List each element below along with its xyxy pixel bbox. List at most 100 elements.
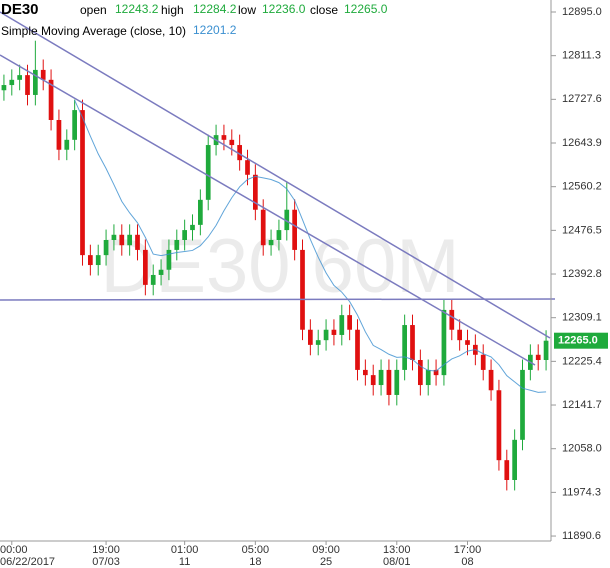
- candle-body: [111, 234, 117, 240]
- x-date-label: 06/22/2017: [0, 556, 55, 568]
- header: DE30 open 12243.2 high 12284.2 low 12236.0 clos…: [1, 1, 388, 38]
- y-tick-label: 12560.2: [562, 181, 602, 193]
- x-tick-label: 17:00: [454, 544, 482, 556]
- candle-body: [402, 325, 407, 370]
- candle-body: [9, 79, 15, 86]
- y-tick-label: 12225.4: [562, 355, 602, 367]
- quote-value: 12284.2: [193, 2, 237, 16]
- candle-body: [103, 240, 109, 256]
- trend-line: [0, 54, 536, 366]
- x-date-label: 18: [249, 556, 261, 568]
- y-tick-label: 12476.5: [562, 224, 602, 236]
- y-tick-label: 11890.6: [562, 530, 601, 542]
- candle-body: [308, 329, 313, 345]
- candle-body: [17, 75, 22, 80]
- candle-body: [237, 145, 242, 161]
- candle-body: [433, 369, 439, 376]
- candle-body: [245, 160, 250, 175]
- candle-body: [363, 369, 368, 376]
- candle-body: [166, 249, 172, 270]
- candle-body: [543, 340, 549, 360]
- candle-body: [80, 110, 85, 256]
- chart-title: DE30: [1, 1, 39, 18]
- x-tick-label: 19:00: [92, 544, 120, 556]
- plot-layer: [1, 40, 549, 491]
- candle-body: [418, 360, 423, 386]
- candle-body: [496, 390, 502, 461]
- candle-body: [292, 209, 297, 250]
- candle-body: [504, 460, 510, 480]
- y-tick-label: 12058.0: [562, 443, 602, 455]
- x-date-label: 08/01: [383, 556, 411, 568]
- support-line: [0, 298, 556, 301]
- candle-body: [323, 329, 329, 341]
- candle-body: [158, 269, 164, 275]
- y-tick-label: 12392.8: [562, 268, 602, 280]
- last-price-label: 12265.0: [558, 335, 598, 347]
- candle-body: [347, 315, 352, 330]
- candle-body: [48, 79, 54, 120]
- candle-body: [205, 145, 211, 200]
- quote-value: 12265.0: [344, 2, 388, 16]
- candle-body: [370, 375, 376, 386]
- y-tick-label: 12643.9: [562, 137, 602, 149]
- candle-body: [284, 209, 290, 231]
- candle-body: [355, 329, 360, 370]
- quote-value: 12236.0: [262, 2, 306, 16]
- y-tick-label: 12811.3: [562, 50, 601, 62]
- indicator-params: (close, 10): [130, 24, 186, 38]
- x-tick-label: 01:00: [171, 544, 199, 556]
- quote-name: high: [161, 3, 184, 17]
- candle-body: [88, 255, 93, 266]
- candle-body: [386, 369, 392, 395]
- candle-body: [488, 369, 494, 391]
- x-tick-label: 13:00: [383, 544, 411, 556]
- candle-body: [535, 354, 541, 360]
- quote-value: 12243.2: [115, 2, 159, 16]
- trend-line: [0, 11, 551, 339]
- y-tick-label: 12309.1: [562, 312, 602, 324]
- y-tick-label: 11974.3: [562, 486, 601, 498]
- x-date-label: 25: [320, 556, 332, 568]
- candle-body: [300, 249, 305, 330]
- candle-body: [512, 439, 517, 480]
- candle-body: [268, 240, 274, 246]
- y-tick-label: 12141.7: [562, 399, 602, 411]
- candle-body: [520, 369, 525, 440]
- candle-body: [182, 230, 187, 240]
- candle-body: [221, 135, 227, 140]
- x-date-label: 08: [461, 556, 473, 568]
- candle-body: [150, 274, 156, 285]
- quote-name: close: [310, 3, 338, 17]
- last-price-box: [554, 332, 608, 349]
- y-tick-label: 12727.6: [562, 93, 602, 105]
- x-tick-label: 05:00: [242, 544, 270, 556]
- candle-body: [449, 309, 455, 330]
- candle-body: [40, 69, 46, 80]
- candle-body: [339, 315, 345, 335]
- candle-body: [410, 325, 415, 360]
- candle-body: [190, 224, 195, 231]
- candle-body: [174, 240, 180, 250]
- candle-body: [253, 174, 258, 210]
- candle-body: [56, 120, 62, 150]
- candle-body: [457, 329, 462, 341]
- candle-body: [135, 234, 140, 250]
- candle-body: [394, 369, 400, 395]
- candle-body: [33, 69, 38, 95]
- indicator-name: Simple Moving Average: [1, 24, 127, 38]
- axes-layer: 12895.0 12811.3 12727.6 12643.9 12560.2 12476…: [0, 6, 608, 568]
- candle-body: [25, 75, 30, 95]
- candle-body: [127, 234, 132, 246]
- candle-body: [425, 369, 431, 386]
- sma-line: [74, 99, 547, 393]
- candle-body: [331, 329, 337, 335]
- candle-body: [72, 110, 77, 140]
- candle-body: [64, 139, 70, 150]
- quote-name: open: [80, 3, 107, 17]
- y-tick-label: 12895.0: [562, 6, 602, 18]
- x-tick-label: 09:00: [312, 544, 340, 556]
- indicator-value: 12201.2: [193, 23, 237, 37]
- candle-body: [143, 249, 148, 285]
